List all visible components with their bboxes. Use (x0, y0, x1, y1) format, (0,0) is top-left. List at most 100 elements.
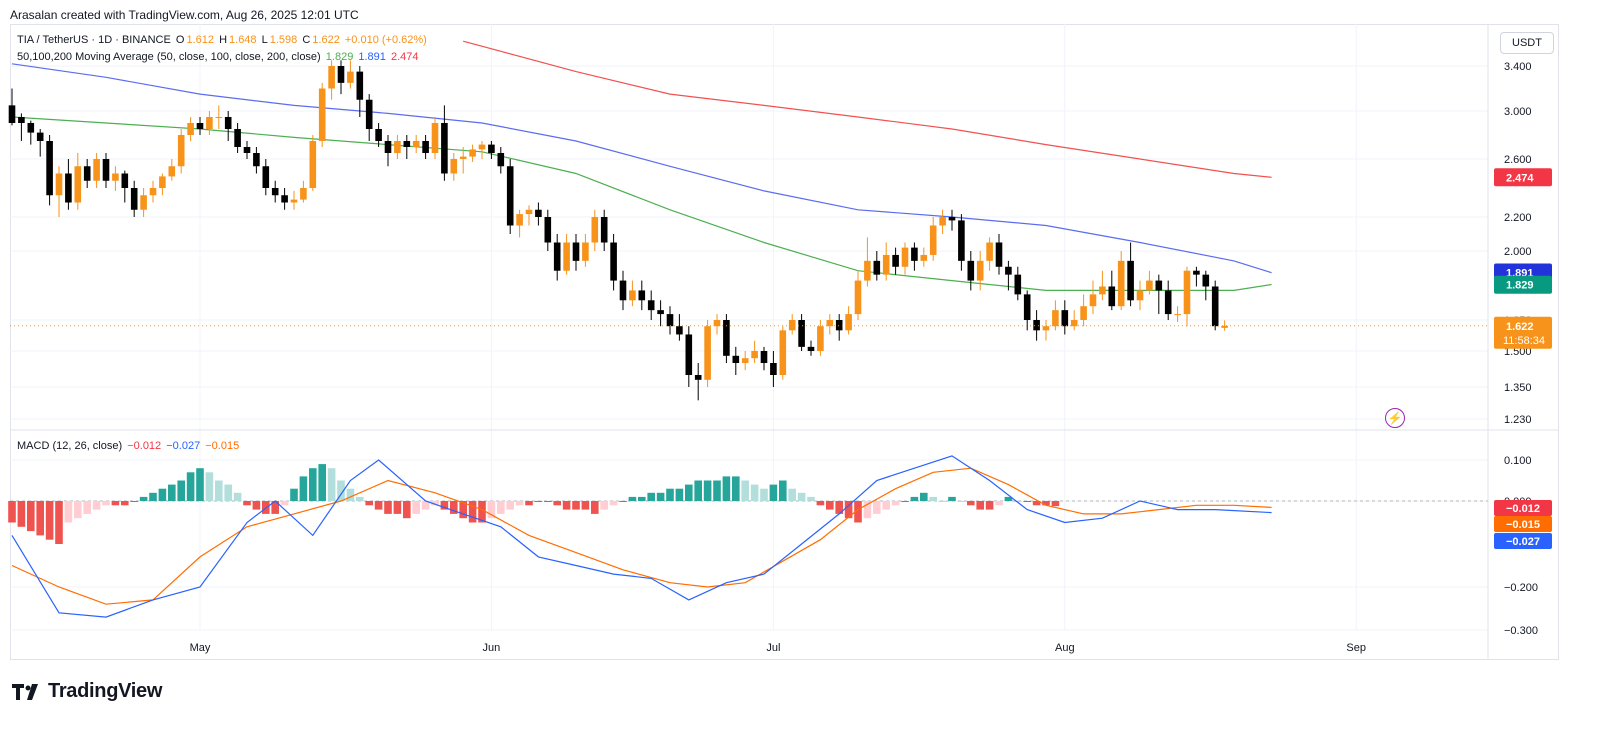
macd-histogram-bar (8, 501, 16, 523)
macd-histogram-bar (130, 501, 138, 502)
macd-histogram-bar (713, 480, 721, 501)
ma-legend[interactable]: 50,100,200 Moving Average (50, close, 10… (17, 51, 421, 63)
macd-histogram-bar (873, 501, 881, 514)
macd-histogram-bar (920, 492, 928, 501)
macd-hist-value: −0.012 (127, 440, 162, 452)
macd-histogram-bar (459, 501, 467, 519)
candle-body (469, 149, 476, 157)
candle-body (365, 99, 373, 129)
candle-body (638, 290, 646, 301)
candle-body (1174, 314, 1181, 316)
candle-body (18, 117, 25, 123)
macd-legend[interactable]: MACD (12, 26, close) −0.012 −0.027 −0.01… (17, 440, 241, 452)
macd-histogram-bar (149, 492, 157, 501)
symbol-name[interactable]: TIA / TetherUS · 1D · BINANCE (17, 34, 171, 46)
macd-histogram-bar (356, 496, 364, 501)
price-tick-label: 2.200 (1504, 212, 1532, 224)
tradingview-wordmark: TradingView (48, 680, 163, 702)
macd-histogram-bar (694, 480, 702, 501)
candle-body (74, 166, 82, 203)
macd-histogram-bar (562, 501, 571, 510)
candle-body (1061, 310, 1069, 327)
candle-body (647, 300, 655, 311)
candle-body (1042, 326, 1050, 331)
macd-histogram-bar (421, 501, 430, 510)
currency-button[interactable]: USDT (1500, 32, 1554, 54)
macd-histogram-bar (468, 501, 477, 523)
candle-body (1052, 310, 1059, 327)
candle-body (544, 217, 552, 243)
high-value: 1.648 (229, 34, 257, 46)
macd-histogram-bar (628, 496, 637, 501)
time-tick-label: Sep (1346, 642, 1366, 654)
candle-body (835, 320, 843, 331)
macd-histogram-bar (760, 488, 768, 501)
macd-histogram-bar (450, 501, 458, 514)
open-value: 1.612 (186, 34, 214, 46)
candle-body (1070, 320, 1078, 327)
macd-histogram-bar (1023, 501, 1031, 502)
macd-histogram-bar (1042, 501, 1050, 506)
candle-body (1211, 286, 1219, 327)
candle-body (600, 217, 608, 243)
candle-body (234, 129, 241, 147)
candle-body (1202, 274, 1210, 287)
macd-histogram-bar (374, 501, 383, 510)
macd-histogram-bar (863, 501, 872, 519)
lightning-icon[interactable]: ⚡ (1385, 408, 1405, 428)
candle-body (1023, 294, 1031, 320)
candle-body (817, 326, 824, 351)
ma200-line (463, 40, 1272, 178)
macd-histogram-bar (741, 480, 749, 501)
candle-body (36, 132, 44, 141)
macd-histogram-bar (1014, 501, 1022, 502)
macd-histogram-bar (393, 501, 402, 514)
candle-body (1033, 320, 1040, 331)
macd-histogram-bar (553, 501, 561, 506)
candle-body (130, 188, 138, 210)
countdown-badge: 11:58:34 (1503, 335, 1545, 347)
candle-body (948, 217, 956, 221)
ma50-line (11, 116, 1272, 291)
macd-histogram-bar (854, 501, 862, 523)
candle-body (591, 217, 599, 243)
candle-body (46, 141, 53, 196)
macd-histogram-bar (309, 468, 317, 501)
macd-histogram-bar (572, 501, 580, 510)
candle-body (478, 144, 486, 150)
macd-signal-value: −0.015 (205, 440, 240, 452)
macd-histogram-bar (647, 492, 655, 501)
macd-histogram-bar (995, 501, 1003, 506)
macd-histogram-bar (365, 501, 373, 506)
low-value: 1.598 (269, 34, 298, 46)
time-tick-label: Jun (483, 642, 501, 654)
macd-histogram-bar (891, 501, 900, 506)
candle-body (826, 320, 834, 327)
candle-body (83, 166, 91, 181)
candle-body (347, 71, 354, 83)
candle-body (1183, 270, 1191, 315)
macd-histogram-bar (111, 501, 120, 506)
last-price-badge-bg (1494, 316, 1552, 349)
macd-histogram-bar (337, 480, 345, 501)
macd-histogram-bar (487, 501, 496, 519)
candle-body (177, 135, 185, 167)
close-value: 1.622 (312, 34, 340, 46)
macd-value-badge: −0.027 (1506, 536, 1540, 548)
macd-histogram-bar (196, 468, 204, 501)
candle-body (206, 117, 213, 129)
candle-body (732, 355, 740, 363)
candle-body (976, 260, 984, 281)
candle-body (337, 66, 345, 83)
macd-histogram-bar (732, 476, 740, 501)
macd-line-value: −0.027 (166, 440, 201, 452)
macd-histogram-bar (1051, 501, 1060, 507)
macd-histogram-bar (835, 501, 843, 514)
candle-body (911, 247, 918, 261)
macd-histogram-bar (299, 476, 308, 501)
price-tick-label: 1.500 (1504, 346, 1532, 358)
ma200-price-badge: 2.474 (1506, 172, 1534, 184)
symbol-legend: TIA / TetherUS · 1D · BINANCE O 1.612 H 1.… (17, 34, 429, 46)
candle-body (55, 173, 63, 196)
